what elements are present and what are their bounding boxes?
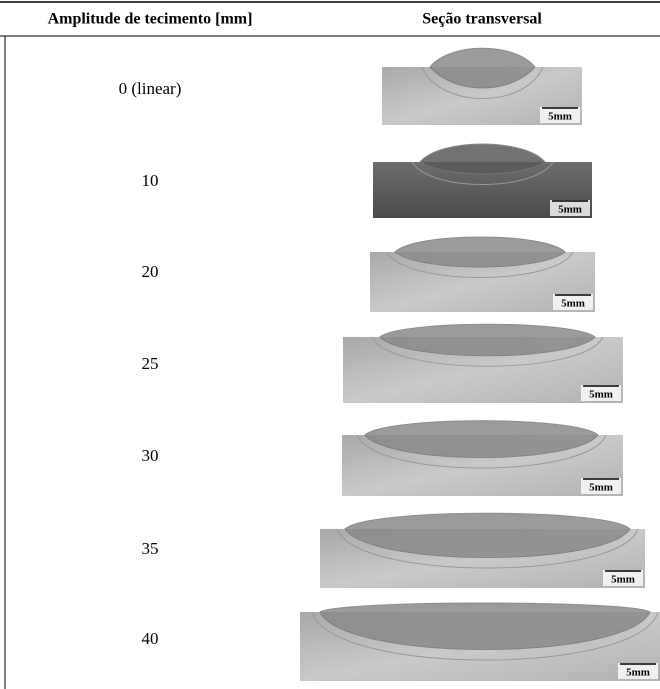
scale-box xyxy=(540,107,580,123)
heat-zone xyxy=(311,611,659,661)
heat-zone xyxy=(421,66,544,99)
scale-box xyxy=(581,478,621,494)
amplitude-cell: 40 xyxy=(142,629,159,648)
header-cell: Seção transversal xyxy=(422,11,542,28)
weld-bead xyxy=(429,47,536,89)
header-cell: Amplitude de tecimento [mm] xyxy=(48,11,253,28)
heat-zone xyxy=(336,528,639,569)
table-row: 25 5mm xyxy=(142,323,623,403)
table-row: 20 5mm xyxy=(142,236,595,312)
weld-bead xyxy=(344,512,631,558)
table-row: 40 5mm xyxy=(142,602,660,681)
heat-zone xyxy=(411,161,554,185)
weld-bead xyxy=(319,602,651,650)
table-row: 10 5mm xyxy=(142,143,592,218)
amplitude-cell: 20 xyxy=(142,262,159,281)
table-row: 30 5mm xyxy=(142,420,623,496)
amplitude-cell: 10 xyxy=(142,171,159,190)
scale-box xyxy=(553,294,593,310)
scale-label: 5mm xyxy=(548,111,572,123)
scale-label: 5mm xyxy=(558,204,582,216)
scale-box xyxy=(603,570,643,586)
scale-label: 5mm xyxy=(589,482,613,494)
heat-zone xyxy=(356,434,607,469)
amplitude-cell: 0 (linear) xyxy=(119,79,182,98)
scale-label: 5mm xyxy=(611,574,635,586)
scale-label: 5mm xyxy=(626,667,650,679)
table-row: 0 (linear) 5mm xyxy=(119,47,582,125)
weld-bead xyxy=(379,323,596,357)
amplitude-cell: 35 xyxy=(142,539,159,558)
heat-zone xyxy=(371,336,604,367)
weld-bead xyxy=(394,236,566,268)
scale-box xyxy=(618,663,658,679)
heat-zone xyxy=(386,251,574,278)
table-row: 35 5mm xyxy=(142,512,645,588)
scale-label: 5mm xyxy=(589,389,613,401)
weld-bead xyxy=(419,143,546,175)
scale-box xyxy=(550,200,590,216)
scale-box xyxy=(581,385,621,401)
scale-label: 5mm xyxy=(561,298,585,310)
weld-bead xyxy=(364,420,599,458)
amplitude-cell: 25 xyxy=(142,354,159,373)
amplitude-cell: 30 xyxy=(142,446,159,465)
